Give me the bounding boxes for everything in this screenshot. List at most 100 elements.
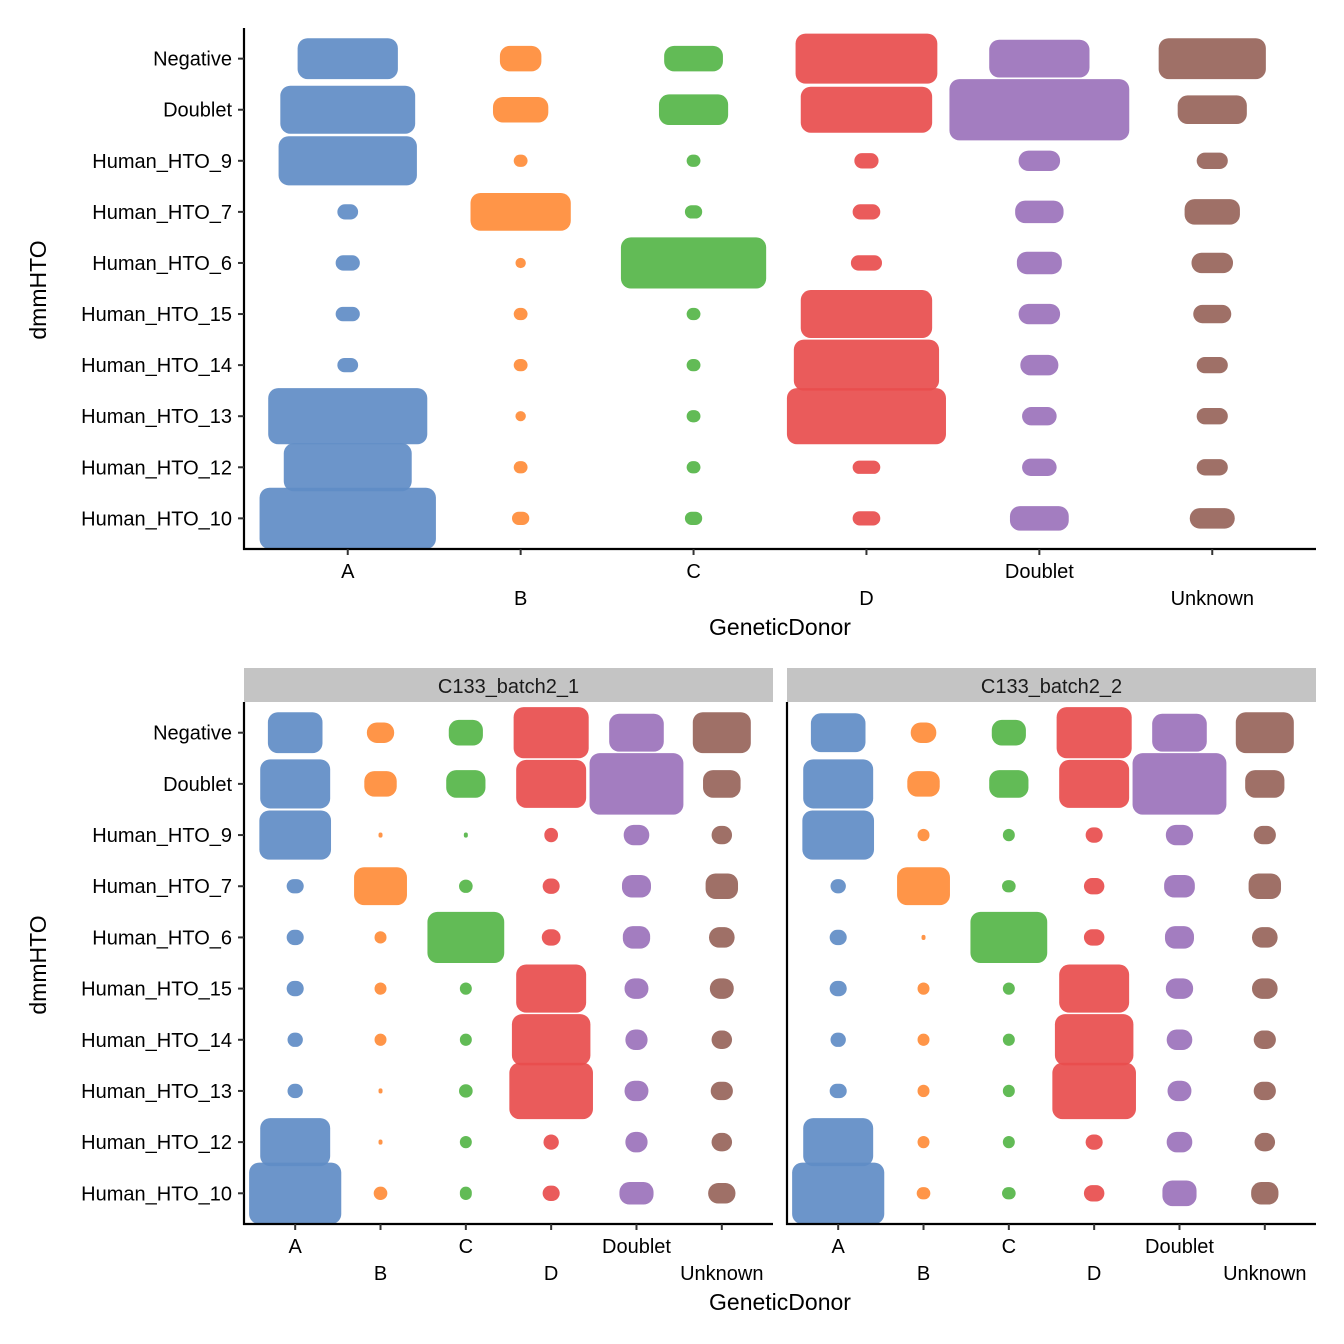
point-cloud-c [1002, 1033, 1015, 1046]
point-cloud-b [374, 982, 387, 995]
y-tick-label: Doublet [163, 100, 232, 122]
point-cloud-b [513, 154, 528, 167]
point-cloud-d [1054, 1014, 1134, 1066]
point-cloud-b [917, 1084, 930, 1098]
point-cloud-a [286, 879, 304, 894]
x-tick-label: B [374, 1263, 387, 1285]
y-tick-label: Human_HTO_9 [92, 151, 232, 173]
point-cloud-doublet [949, 79, 1130, 141]
point-cloud-a [260, 759, 331, 809]
point-cloud-a [267, 712, 323, 754]
point-cloud-d [1052, 1062, 1136, 1120]
point-cloud-d [516, 964, 587, 1013]
point-cloud-a [830, 879, 846, 894]
point-cloud-doublet [1165, 978, 1194, 999]
point-cloud-c [1002, 1135, 1015, 1149]
point-cloud-d [511, 1014, 591, 1066]
y-tick-label: Human_HTO_15 [81, 979, 232, 1001]
point-cloud-doublet [1166, 1029, 1193, 1050]
point-cloud-c [684, 511, 703, 525]
x-axis-title: GeneticDonor [709, 614, 851, 640]
x-tick-label: B [917, 1263, 930, 1285]
x-tick-label: B [514, 588, 527, 610]
point-cloud-unknown [1191, 252, 1234, 274]
point-cloud-unknown [709, 927, 735, 948]
point-cloud-a [335, 255, 360, 271]
point-cloud-doublet [1132, 753, 1227, 815]
point-cloud-doublet [1015, 200, 1064, 224]
point-cloud-b [910, 722, 937, 743]
x-tick-label: Doublet [602, 1236, 671, 1258]
point-cloud-d [1083, 878, 1105, 895]
point-cloud-d [850, 255, 883, 271]
point-cloud-b [378, 1088, 383, 1094]
point-cloud-d [1056, 707, 1132, 759]
point-cloud-c [684, 205, 703, 219]
point-cloud-a [283, 443, 412, 492]
x-tick-label: Doublet [1005, 561, 1074, 583]
point-cloud-unknown [711, 1132, 733, 1152]
y-axis-title: dmmHTO [25, 915, 51, 1014]
point-cloud-b [917, 1033, 930, 1046]
point-cloud-c [459, 1084, 473, 1098]
point-cloud-b [492, 96, 549, 123]
x-axis-title: GeneticDonor [709, 1289, 851, 1315]
y-tick-label: Human_HTO_10 [81, 508, 232, 530]
point-cloud-c [448, 719, 483, 746]
point-cloud-doublet [1166, 1131, 1193, 1153]
point-cloud-unknown [705, 873, 739, 900]
x-tick-label: C [686, 561, 700, 583]
y-tick-label: Human_HTO_7 [92, 876, 232, 898]
point-cloud-a [278, 136, 417, 186]
point-cloud-d [1085, 827, 1103, 843]
point-cloud-d [516, 759, 587, 808]
y-tick-label: Human_HTO_14 [81, 1030, 232, 1052]
point-cloud-unknown [709, 978, 734, 999]
point-cloud-unknown [1248, 873, 1282, 900]
point-cloud-d [1059, 964, 1130, 1013]
point-cloud-b [897, 867, 950, 906]
point-cloud-d [795, 33, 938, 84]
point-cloud-doublet [1022, 407, 1057, 426]
point-cloud-doublet [625, 1029, 648, 1050]
facet-strip-label: C133_batch2_2 [981, 676, 1122, 698]
point-cloud-a [259, 810, 332, 860]
point-cloud-b [364, 771, 397, 797]
point-cloud-c [459, 982, 472, 995]
x-tick-label: D [1087, 1263, 1101, 1285]
x-tick-label: D [859, 588, 873, 610]
point-cloud-unknown [710, 1081, 733, 1101]
point-cloud-unknown [1196, 356, 1228, 374]
point-cloud-b [374, 1033, 387, 1046]
point-cloud-a [337, 204, 359, 220]
facet-strip-label: C133_batch2_1 [438, 676, 579, 698]
point-cloud-b [354, 867, 407, 906]
point-cloud-b [907, 771, 940, 797]
point-cloud-b [366, 722, 395, 743]
point-cloud-doublet [1152, 713, 1207, 752]
x-tick-label: D [544, 1263, 558, 1285]
point-cloud-b [921, 934, 926, 940]
point-cloud-unknown [1252, 978, 1278, 999]
point-cloud-doublet [609, 713, 664, 752]
point-cloud-c [1002, 880, 1016, 893]
point-cloud-unknown [1177, 95, 1247, 125]
point-cloud-doublet [1167, 1080, 1192, 1102]
y-axis-title: dmmHTO [25, 240, 51, 339]
point-cloud-a [286, 980, 304, 997]
plot-panel [259, 33, 1266, 549]
point-cloud-d [793, 339, 940, 391]
point-cloud-c [686, 461, 701, 474]
point-cloud-d [544, 827, 558, 843]
point-cloud-doublet [624, 978, 649, 999]
point-cloud-d [541, 929, 561, 946]
point-cloud-b [512, 511, 530, 525]
facet-strip [244, 668, 773, 702]
x-tick-label: A [341, 561, 355, 583]
point-cloud-a [830, 1032, 846, 1047]
point-cloud-unknown [703, 770, 741, 798]
y-tick-label: Human_HTO_7 [92, 202, 232, 224]
point-cloud-unknown [1251, 1182, 1279, 1205]
point-cloud-b [513, 307, 528, 321]
point-cloud-d [852, 511, 881, 526]
